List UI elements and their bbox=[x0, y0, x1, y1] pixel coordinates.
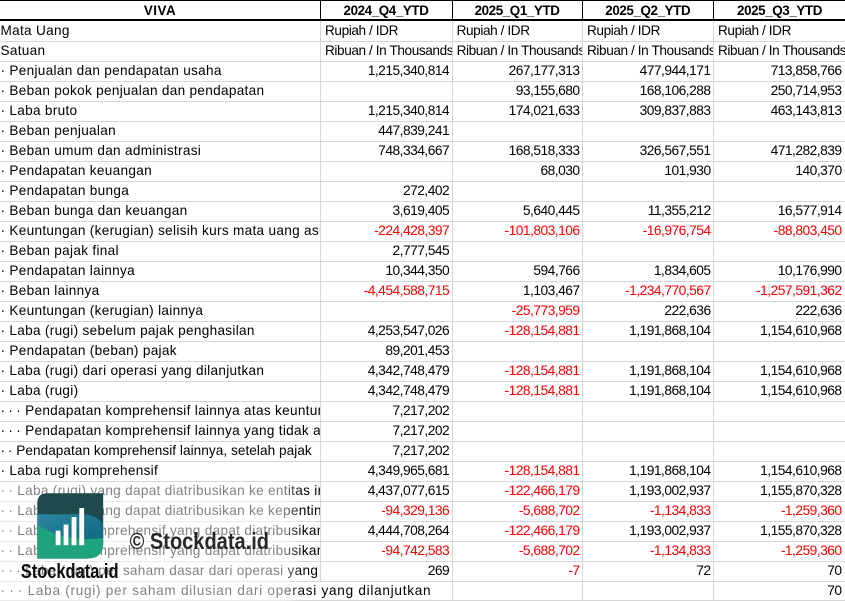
svg-text:Stockdata.id: Stockdata.id bbox=[21, 560, 119, 583]
svg-text:© Stockdata.id: © Stockdata.id bbox=[130, 528, 269, 554]
